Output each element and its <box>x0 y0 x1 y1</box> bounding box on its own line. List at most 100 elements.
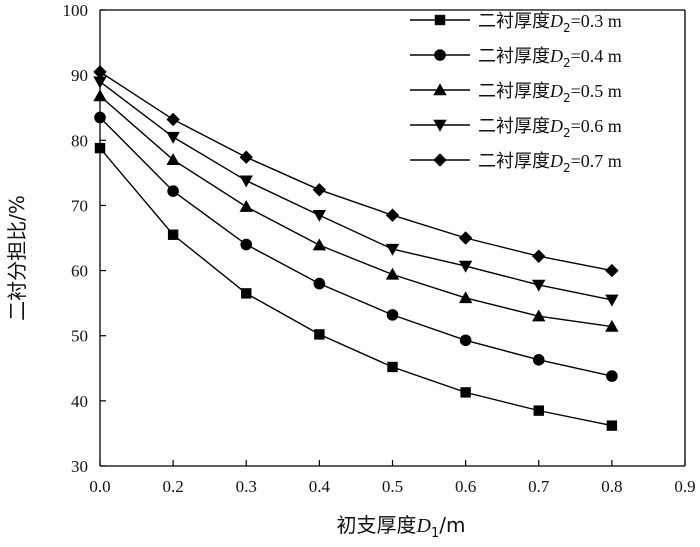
legend-label-var: D <box>549 116 563 136</box>
data-point <box>166 112 180 127</box>
data-point <box>532 249 546 263</box>
legend-label-var: D <box>549 81 563 101</box>
x-axis-title: 初支厚度D1/m <box>337 513 466 541</box>
legend-label: 二衬厚度D2=0.5 m <box>478 81 622 105</box>
series-line <box>99 116 613 377</box>
legend-entry-2: 二衬厚度D2=0.4 m <box>410 46 622 70</box>
legend-marker <box>434 14 446 26</box>
legend-label-prefix: 二衬厚度 <box>478 46 550 67</box>
legend-entry-4: 二衬厚度D2=0.6 m <box>410 116 622 140</box>
x-tick-label: 0.6 <box>455 477 476 496</box>
data-point <box>458 260 473 273</box>
chart-axes <box>99 9 686 467</box>
legend-label-sub: 2 <box>563 161 571 175</box>
data-point <box>605 263 619 278</box>
legend-label: 二衬厚度D2=0.7 m <box>478 151 622 175</box>
data-point <box>458 231 473 245</box>
x-tick-label: 0.3 <box>236 477 257 496</box>
legend-label-var: D <box>549 11 563 31</box>
legend-entry-3: 二衬厚度D2=0.5 m <box>410 81 622 105</box>
data-point <box>93 89 107 102</box>
legend-label-prefix: 二衬厚度 <box>478 116 550 137</box>
data-point <box>605 294 619 307</box>
legend-label-prefix: 二衬厚度 <box>478 151 550 172</box>
data-point <box>532 354 545 366</box>
x-tick-label: 0.9 <box>674 477 695 496</box>
y-tick-label: 90 <box>71 66 88 85</box>
data-point <box>385 243 400 256</box>
data-point <box>167 229 179 240</box>
data-point <box>387 361 398 373</box>
y-tick-label: 80 <box>71 131 88 150</box>
data-point <box>94 142 106 154</box>
legend-marker <box>433 153 447 167</box>
series-2 <box>94 111 618 382</box>
data-point <box>312 183 327 197</box>
x-axis-title-sub: 1 <box>431 526 439 541</box>
legend-label: 二衬厚度D2=0.3 m <box>478 11 622 35</box>
data-point <box>166 131 180 144</box>
series-4 <box>93 76 619 307</box>
legend-label-suffix: =0.7 m <box>571 151 622 171</box>
legend-label: 二衬厚度D2=0.4 m <box>478 46 622 70</box>
data-point <box>93 76 107 89</box>
data-point <box>312 238 327 251</box>
x-tick-label: 0.5 <box>382 477 403 496</box>
data-point <box>458 291 473 304</box>
data-point <box>385 267 400 280</box>
data-point <box>605 319 619 332</box>
series-3 <box>93 89 619 332</box>
data-point <box>239 150 253 164</box>
data-point <box>533 405 544 416</box>
x-tick-label: 0.2 <box>163 477 184 496</box>
legend-label-var: D <box>549 46 563 66</box>
legend-entry-1: 二衬厚度D2=0.3 m <box>410 11 622 35</box>
series-5 <box>93 65 619 278</box>
data-point <box>606 370 618 382</box>
legend-label-suffix: =0.5 m <box>571 81 622 101</box>
data-point <box>459 334 472 347</box>
series-line <box>99 95 612 328</box>
data-point <box>167 185 179 197</box>
y-tick-label: 100 <box>63 1 89 20</box>
legend-label: 二衬厚度D2=0.6 m <box>478 116 622 140</box>
data-point <box>240 238 253 251</box>
y-tick-label: 50 <box>71 327 88 346</box>
data-point <box>532 279 546 292</box>
series-line <box>99 147 613 427</box>
x-axis-title-var: D <box>416 515 432 537</box>
x-axis-title-prefix: 初支厚度 <box>337 513 417 537</box>
legend-label-suffix: =0.3 m <box>571 11 622 31</box>
legend-label-prefix: 二衬厚度 <box>478 11 550 32</box>
legend-entry-5: 二衬厚度D2=0.7 m <box>410 151 622 175</box>
data-point <box>241 288 252 299</box>
legend-label-sub: 2 <box>563 21 571 35</box>
y-tick-label: 40 <box>71 392 88 411</box>
y-tick-label: 30 <box>71 457 88 476</box>
data-point <box>606 420 618 431</box>
data-point <box>239 175 253 188</box>
data-point <box>532 309 546 322</box>
legend-label-prefix: 二衬厚度 <box>478 81 550 102</box>
series-1 <box>94 142 618 431</box>
legend-label-suffix: =0.6 m <box>571 116 622 136</box>
legend-label-sub: 2 <box>563 91 571 105</box>
legend-label-sub: 2 <box>563 56 571 70</box>
x-tick-label: 0.7 <box>528 477 550 496</box>
series-line <box>99 71 613 272</box>
data-point <box>385 208 400 222</box>
y-tick-label: 60 <box>71 262 88 281</box>
data-point <box>314 329 325 340</box>
data-point <box>93 65 107 79</box>
legend-marker <box>434 49 446 61</box>
legend-label-var: D <box>549 151 563 171</box>
data-point <box>312 210 327 222</box>
y-axis-title: 二衬分担比/% <box>5 195 29 321</box>
data-point <box>239 200 253 212</box>
series-layer <box>93 65 619 431</box>
x-tick-label: 0.8 <box>601 477 622 496</box>
data-point <box>94 111 106 124</box>
series-line <box>99 81 613 301</box>
